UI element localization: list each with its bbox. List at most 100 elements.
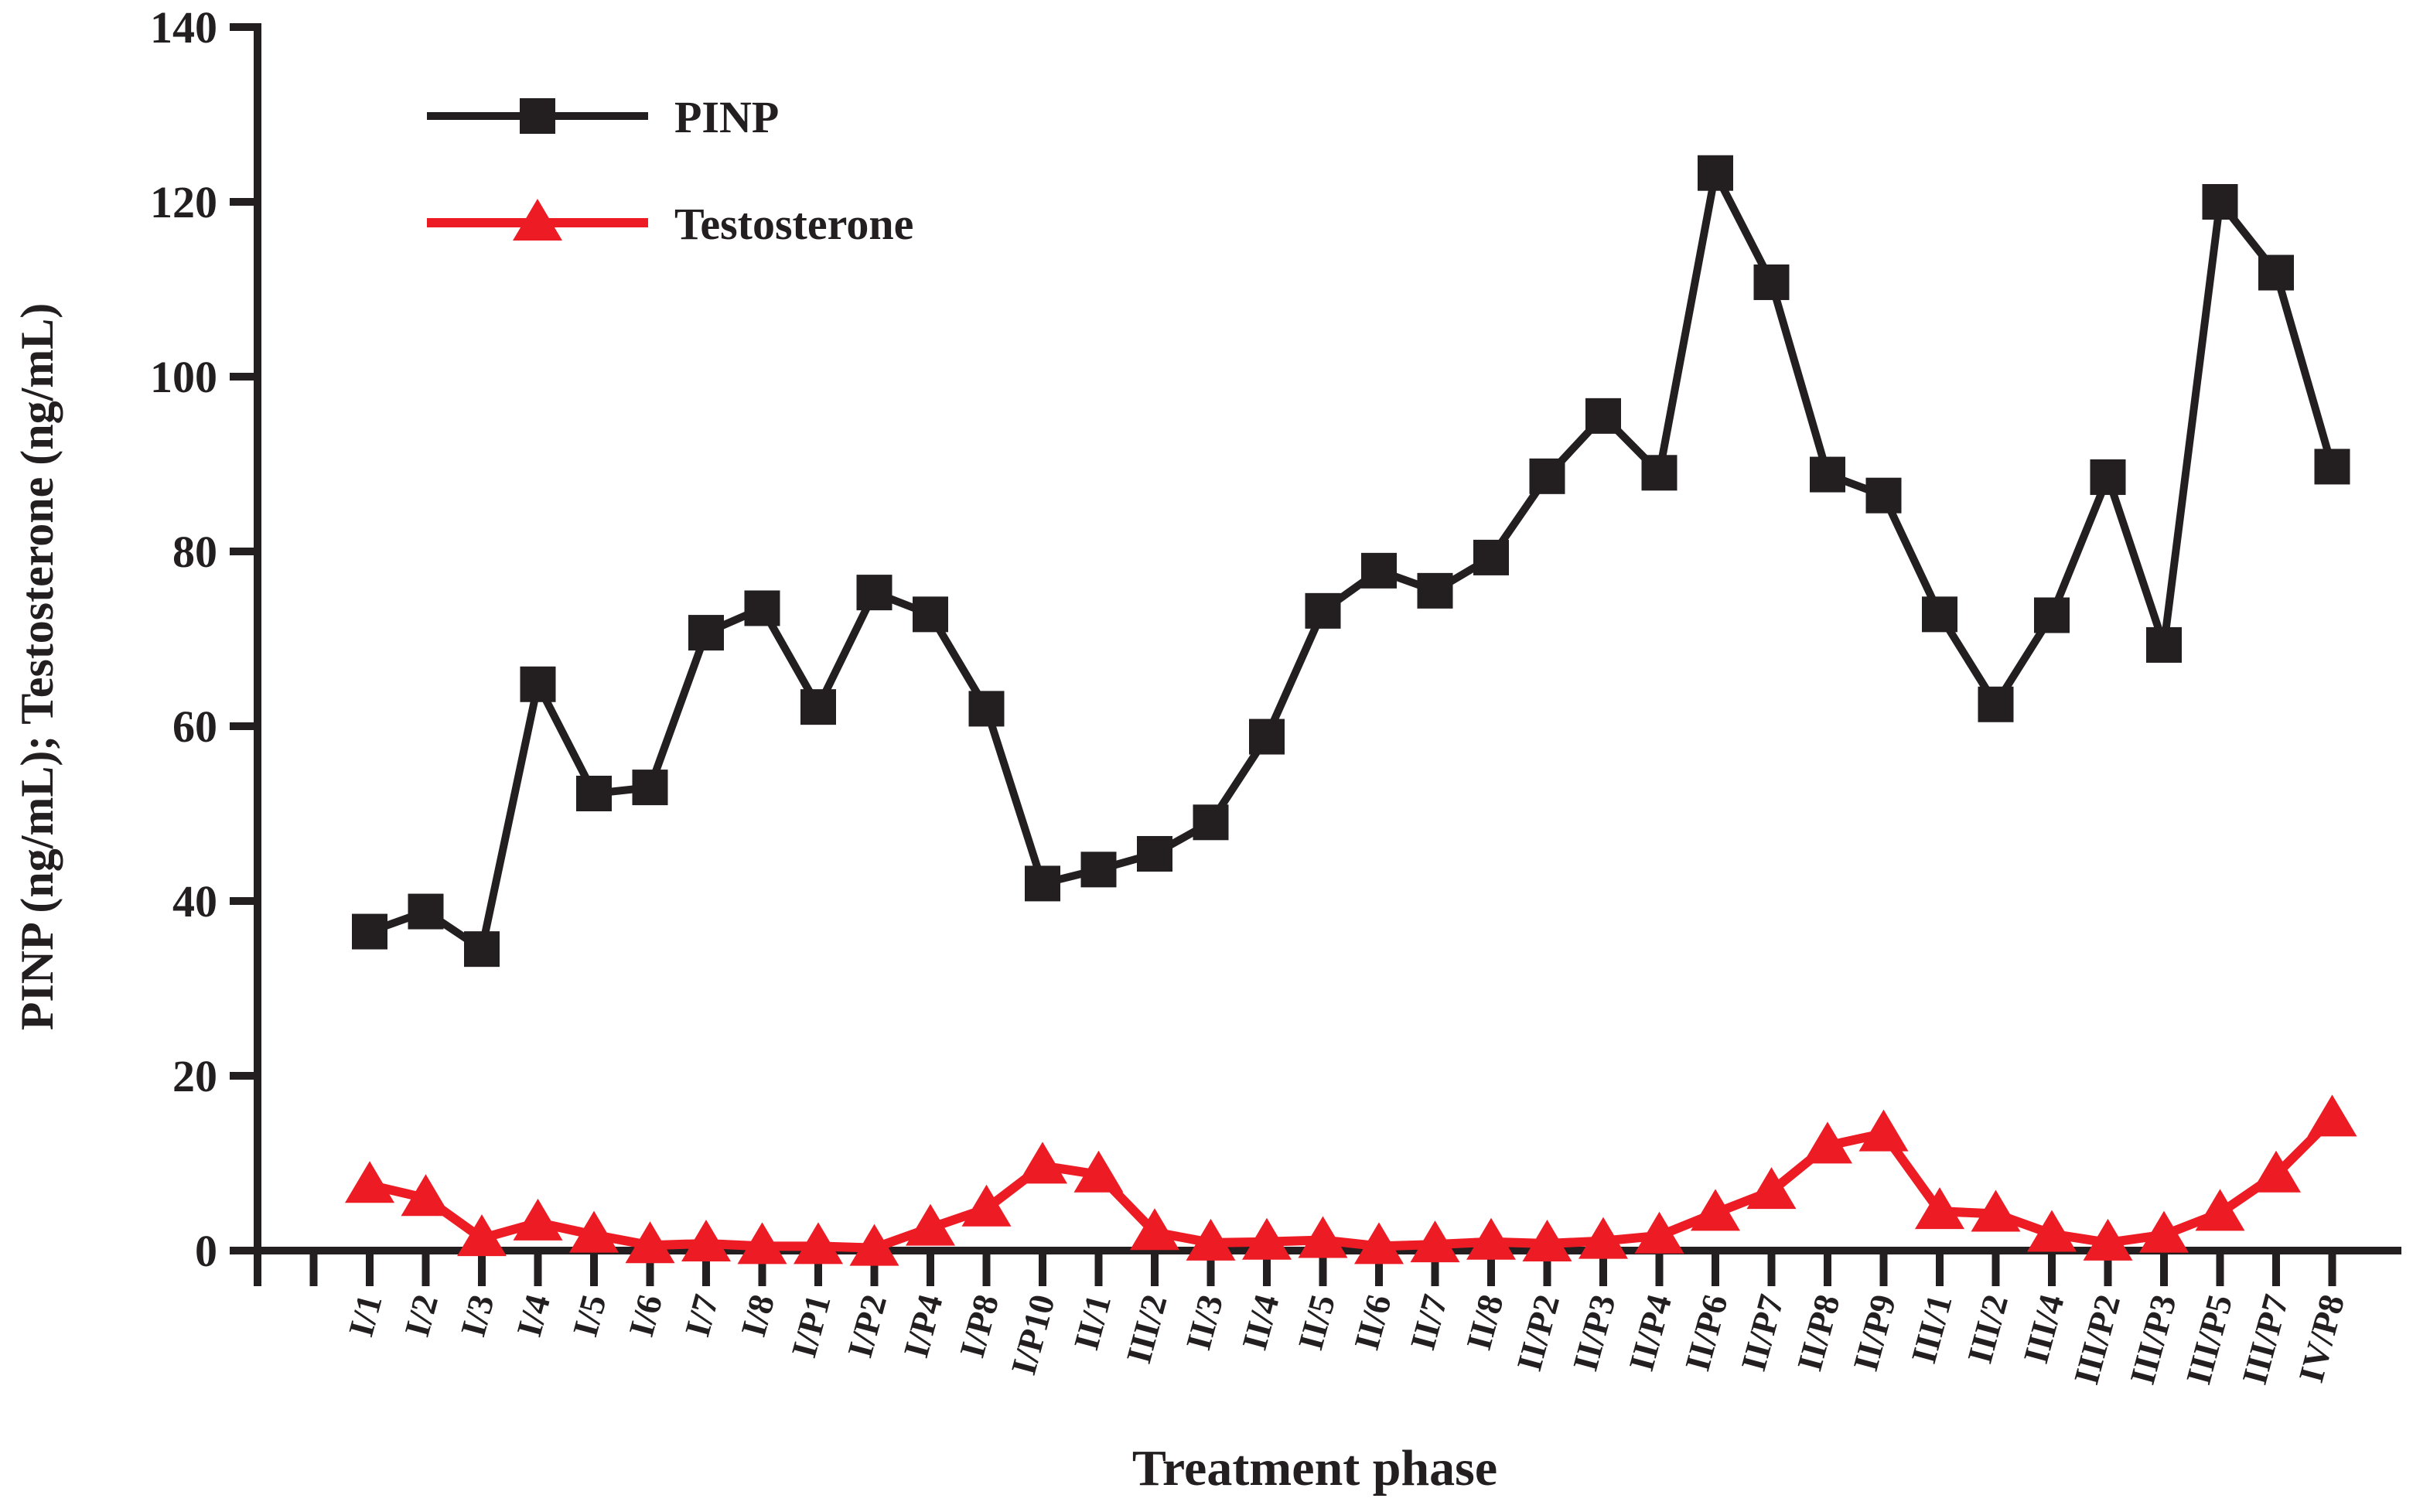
x-tick-label: I/5 <box>565 1290 614 1340</box>
legend-square-marker <box>520 98 555 134</box>
legend-item-testosterone: Testosterone <box>427 199 913 249</box>
testosterone-marker <box>906 1203 955 1246</box>
testosterone-marker <box>1073 1150 1124 1193</box>
testosterone-marker <box>849 1224 899 1266</box>
x-tick-label: II/3 <box>1178 1290 1230 1353</box>
pinp-marker <box>2146 626 2182 663</box>
pinp-marker <box>408 893 444 930</box>
testosterone-marker <box>401 1174 451 1217</box>
testosterone-series <box>345 1094 2357 1266</box>
pinp-marker <box>632 770 668 806</box>
x-tick-label: II/8 <box>1459 1290 1511 1353</box>
testosterone-marker <box>1018 1142 1067 1184</box>
testosterone-marker <box>1242 1217 1292 1260</box>
testosterone-marker <box>2195 1189 2245 1231</box>
pinp-marker <box>520 666 556 702</box>
pinp-marker <box>2314 449 2350 485</box>
pinp-marker <box>1529 458 1565 494</box>
testosterone-marker <box>1466 1217 1516 1260</box>
testosterone-marker <box>1579 1217 1628 1259</box>
pinp-marker <box>2034 597 2070 633</box>
pinp-marker <box>1137 835 1172 872</box>
x-tick-label: II/1 <box>1066 1290 1118 1353</box>
series-layer <box>345 155 2357 1266</box>
y-tick-label: 0 <box>195 1226 217 1276</box>
x-tick-label: IV/P8 <box>2291 1290 2352 1386</box>
pinp-marker <box>688 615 724 651</box>
pinp-marker <box>1922 596 1957 633</box>
y-tick-label: 80 <box>172 527 217 577</box>
testosterone-marker <box>1746 1167 1797 1210</box>
y-tick-label: 20 <box>172 1051 217 1101</box>
x-tick-label: III/P3 <box>2122 1290 2184 1388</box>
x-tick-label: III/1 <box>1903 1290 1959 1367</box>
testosterone-marker <box>961 1184 1012 1227</box>
testosterone-marker <box>569 1210 619 1253</box>
testosterone-marker <box>1130 1208 1179 1251</box>
x-tick-label: I/P10 <box>1003 1290 1062 1378</box>
testosterone-marker <box>625 1221 675 1264</box>
testosterone-marker <box>2251 1150 2301 1193</box>
testosterone-marker <box>794 1222 843 1265</box>
pinp-marker <box>1585 398 1621 434</box>
pinp-marker <box>1080 852 1117 888</box>
testosterone-marker <box>1971 1189 2021 1232</box>
x-tick-label: II/P8 <box>1790 1290 1848 1374</box>
x-tick-label: II/6 <box>1346 1290 1399 1353</box>
x-tick-label: III/P5 <box>2178 1290 2240 1388</box>
x-tick-label: III/P2 <box>2066 1290 2128 1388</box>
x-tick-label: II/P2 <box>1509 1290 1567 1374</box>
x-tick-label: II/P3 <box>1565 1290 1623 1374</box>
pinp-marker <box>2090 459 2126 495</box>
x-tick-label: I/6 <box>621 1290 670 1340</box>
pinp-marker <box>1249 718 1285 755</box>
x-tick-label: II/7 <box>1402 1290 1455 1353</box>
pinp-line <box>368 169 2336 954</box>
pinp-marker <box>576 776 612 812</box>
x-tick-label: I/4 <box>509 1290 558 1340</box>
x-tick-label: III/4 <box>2015 1290 2071 1367</box>
pinp-marker <box>1417 572 1453 609</box>
testosterone-marker <box>681 1219 731 1261</box>
x-tick-label: I/8 <box>733 1290 782 1340</box>
testosterone-marker <box>2307 1094 2357 1137</box>
pinp-marker <box>2258 254 2294 291</box>
testosterone-marker <box>1634 1211 1684 1254</box>
x-tick-label: II/P4 <box>1621 1290 1679 1374</box>
y-tick-label: 120 <box>150 177 217 227</box>
pinp-marker <box>913 596 948 633</box>
x-tick-label: I/1 <box>341 1290 390 1340</box>
pinp-marker <box>1641 455 1677 491</box>
x-tick-label: III/2 <box>1960 1290 2015 1367</box>
x-tick-label: II/P9 <box>1845 1290 1903 1374</box>
x-tick-label: III/2 <box>1118 1290 1174 1367</box>
legend-item-pinp: PINP <box>427 92 779 142</box>
pinp-marker <box>1865 477 1902 514</box>
pinp-marker <box>1361 552 1397 589</box>
x-axis-title: Treatment phase <box>1132 1440 1497 1497</box>
pinp-marker <box>1305 592 1341 629</box>
pinp-marker <box>968 691 1005 727</box>
x-tick-label: III/P7 <box>2234 1290 2296 1388</box>
pinp-marker <box>1978 686 2014 722</box>
testosterone-marker <box>1186 1218 1236 1261</box>
legend-label: PINP <box>674 92 779 142</box>
testosterone-marker <box>2083 1218 2133 1261</box>
pinp-marker <box>800 689 836 725</box>
pinp-series <box>352 155 2350 968</box>
legend: PINP Testosterone <box>427 92 913 249</box>
testosterone-marker <box>1354 1222 1404 1265</box>
legend-label: Testosterone <box>674 199 913 249</box>
testosterone-marker <box>1410 1220 1460 1263</box>
pinp-marker <box>464 931 500 968</box>
x-tick-label: I/P2 <box>840 1290 894 1361</box>
testosterone-marker <box>513 1198 563 1241</box>
testosterone-marker <box>2027 1210 2077 1252</box>
pinp-marker <box>1753 264 1790 300</box>
testosterone-marker <box>1691 1189 1740 1231</box>
x-tick-label: I/P8 <box>952 1290 1006 1361</box>
testosterone-marker <box>457 1214 507 1257</box>
